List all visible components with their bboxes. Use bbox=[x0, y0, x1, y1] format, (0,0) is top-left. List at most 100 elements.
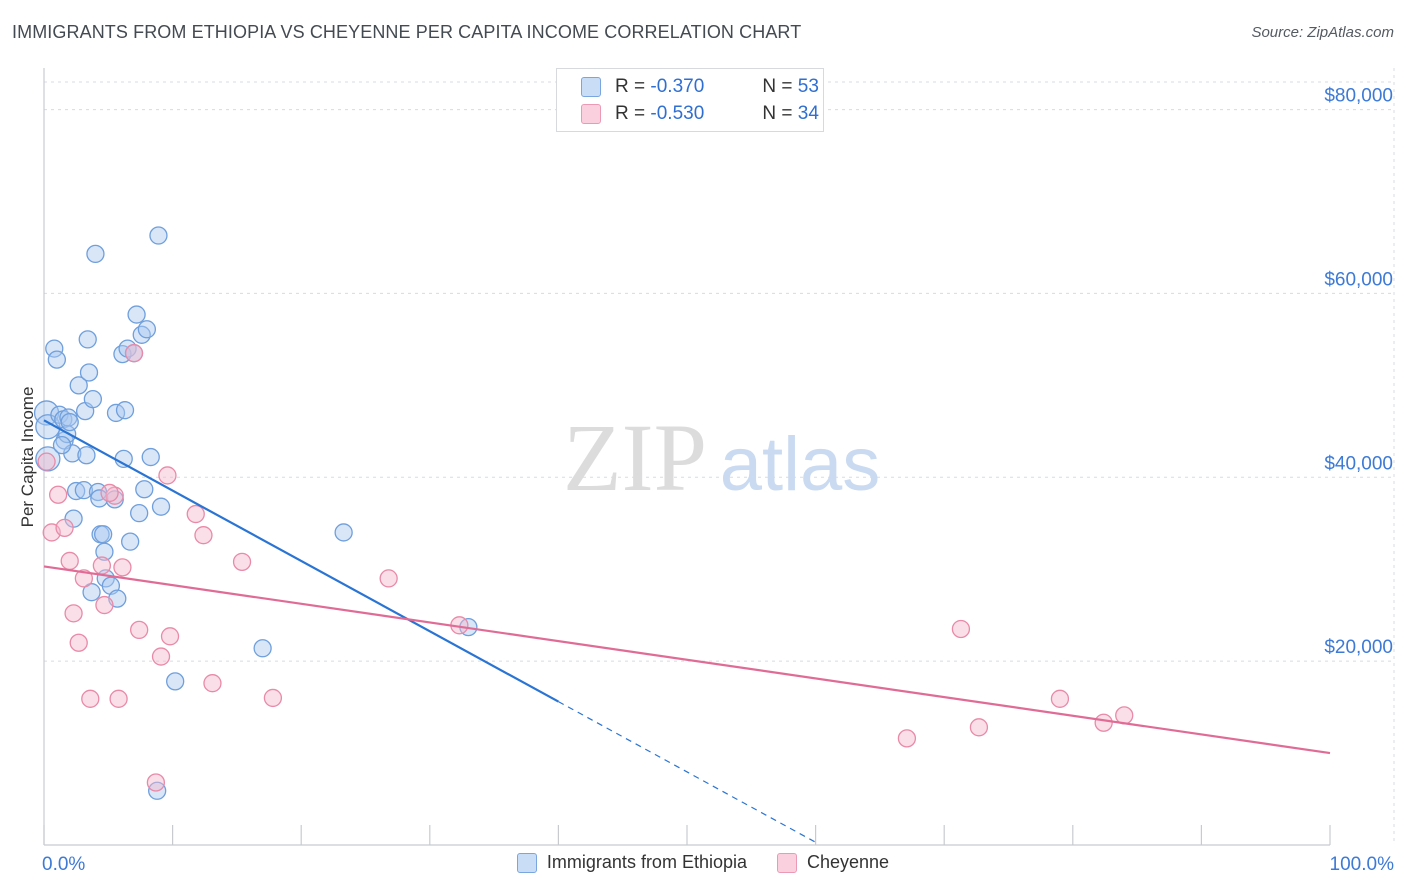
point-ethiopia bbox=[79, 363, 99, 382]
stats-row-cheyenne: R = -0.530 N = 34 bbox=[581, 101, 819, 127]
point-cheyenne bbox=[48, 485, 68, 504]
point-cheyenne bbox=[969, 718, 989, 737]
data-points bbox=[33, 226, 1134, 800]
stats-n-label: N = bbox=[762, 76, 793, 97]
point-cheyenne bbox=[194, 526, 213, 545]
point-ethiopia bbox=[77, 446, 96, 465]
point-ethiopia bbox=[94, 525, 113, 544]
y-tick-label: $20,000 bbox=[1324, 637, 1393, 658]
stats-r-label: R = bbox=[615, 103, 646, 124]
point-ethiopia bbox=[127, 305, 146, 324]
point-ethiopia bbox=[95, 542, 114, 561]
stats-r-value-ethiopia: -0.370 bbox=[650, 76, 705, 97]
point-cheyenne bbox=[897, 729, 917, 748]
stats-n-value-cheyenne: 34 bbox=[797, 103, 819, 124]
point-cheyenne bbox=[109, 689, 128, 708]
point-ethiopia bbox=[60, 412, 79, 432]
legend-label-ethiopia: Immigrants from Ethiopia bbox=[546, 852, 747, 872]
point-ethiopia bbox=[130, 503, 149, 523]
point-cheyenne bbox=[1050, 689, 1070, 708]
trend-line-ethiopia-extension bbox=[558, 701, 816, 843]
point-ethiopia bbox=[141, 447, 160, 467]
point-cheyenne bbox=[64, 604, 83, 623]
point-ethiopia bbox=[166, 672, 185, 691]
point-cheyenne bbox=[69, 633, 88, 652]
legend-swatch-pink bbox=[777, 852, 797, 873]
point-cheyenne bbox=[146, 773, 166, 792]
point-ethiopia bbox=[47, 350, 67, 369]
stats-n-label: N = bbox=[762, 103, 793, 124]
point-ethiopia bbox=[83, 390, 103, 409]
point-ethiopia bbox=[86, 244, 105, 264]
stats-swatch-blue bbox=[581, 77, 601, 97]
point-cheyenne bbox=[232, 552, 252, 572]
point-ethiopia bbox=[78, 330, 97, 349]
legend-swatch-blue bbox=[516, 852, 537, 873]
point-cheyenne bbox=[1094, 713, 1113, 732]
y-tick-label: $80,000 bbox=[1324, 86, 1393, 107]
legend-label-cheyenne: Cheyenne bbox=[807, 852, 890, 872]
point-cheyenne bbox=[160, 627, 180, 646]
point-ethiopia bbox=[74, 481, 94, 500]
point-ethiopia bbox=[45, 339, 64, 358]
watermark-zip: ZIP bbox=[563, 404, 707, 511]
stats-row-ethiopia: R = -0.370 N = 53 bbox=[581, 74, 819, 100]
point-cheyenne bbox=[203, 674, 222, 693]
point-ethiopia bbox=[69, 376, 88, 395]
y-tick-label: $40,000 bbox=[1324, 453, 1393, 474]
stats-legend: R = -0.370 N = 53 R = -0.530 N = 34 bbox=[556, 68, 824, 132]
point-ethiopia bbox=[151, 497, 171, 516]
point-cheyenne bbox=[60, 551, 79, 571]
tick-labels: $20,000 $40,000 $60,000 $80,000 0.0% 100.0% bbox=[42, 86, 1394, 875]
point-cheyenne bbox=[379, 569, 398, 588]
point-cheyenne bbox=[113, 558, 132, 577]
point-ethiopia bbox=[67, 481, 86, 501]
point-ethiopia bbox=[90, 489, 109, 508]
point-cheyenne bbox=[263, 688, 283, 708]
point-ethiopia bbox=[135, 480, 154, 499]
stats-r-value-cheyenne: -0.530 bbox=[650, 103, 705, 124]
chart-source: Source: ZipAtlas.com bbox=[1251, 24, 1394, 41]
point-cheyenne bbox=[186, 504, 205, 524]
point-cheyenne bbox=[124, 344, 144, 363]
x-tick-label-min: 0.0% bbox=[42, 854, 85, 875]
trend-line-ethiopia bbox=[43, 419, 559, 703]
point-cheyenne bbox=[95, 595, 114, 615]
x-tick-label-max: 100.0% bbox=[1330, 854, 1395, 875]
point-cheyenne bbox=[151, 647, 171, 666]
point-cheyenne bbox=[130, 620, 149, 640]
point-ethiopia bbox=[115, 401, 135, 420]
trend-lines bbox=[43, 419, 1331, 843]
point-ethiopia bbox=[132, 325, 151, 344]
trend-line-cheyenne bbox=[43, 565, 1331, 755]
watermark: ZIP atlas bbox=[563, 404, 880, 511]
watermark-atlas: atlas bbox=[720, 422, 881, 507]
y-tick-label: $60,000 bbox=[1324, 269, 1393, 290]
point-ethiopia bbox=[121, 532, 140, 551]
point-cheyenne bbox=[92, 556, 112, 575]
point-ethiopia bbox=[52, 435, 72, 455]
stats-r-label: R = bbox=[615, 76, 646, 97]
point-ethiopia bbox=[253, 639, 272, 658]
stats-n-value-ethiopia: 53 bbox=[797, 76, 819, 97]
legend-item-ethiopia[interactable]: Immigrants from Ethiopia bbox=[516, 852, 747, 873]
chart-title: IMMIGRANTS FROM ETHIOPIA VS CHEYENNE PER… bbox=[12, 22, 802, 42]
point-ethiopia bbox=[149, 226, 168, 245]
series-legend: Immigrants from Ethiopia Cheyenne bbox=[0, 852, 1406, 873]
stats-swatch-pink bbox=[581, 104, 601, 124]
point-cheyenne bbox=[100, 483, 119, 503]
point-ethiopia bbox=[82, 583, 101, 602]
point-cheyenne bbox=[81, 689, 100, 708]
point-cheyenne bbox=[158, 466, 177, 485]
axes bbox=[43, 68, 1331, 846]
point-cheyenne bbox=[55, 518, 74, 537]
point-cheyenne bbox=[37, 452, 56, 471]
point-cheyenne bbox=[105, 486, 124, 505]
point-cheyenne bbox=[74, 569, 94, 588]
point-ethiopia bbox=[137, 320, 157, 339]
point-cheyenne bbox=[951, 619, 971, 639]
y-axis-label: Per Capita Income bbox=[18, 387, 37, 528]
legend-item-cheyenne[interactable]: Cheyenne bbox=[777, 852, 889, 873]
point-ethiopia bbox=[334, 523, 353, 542]
